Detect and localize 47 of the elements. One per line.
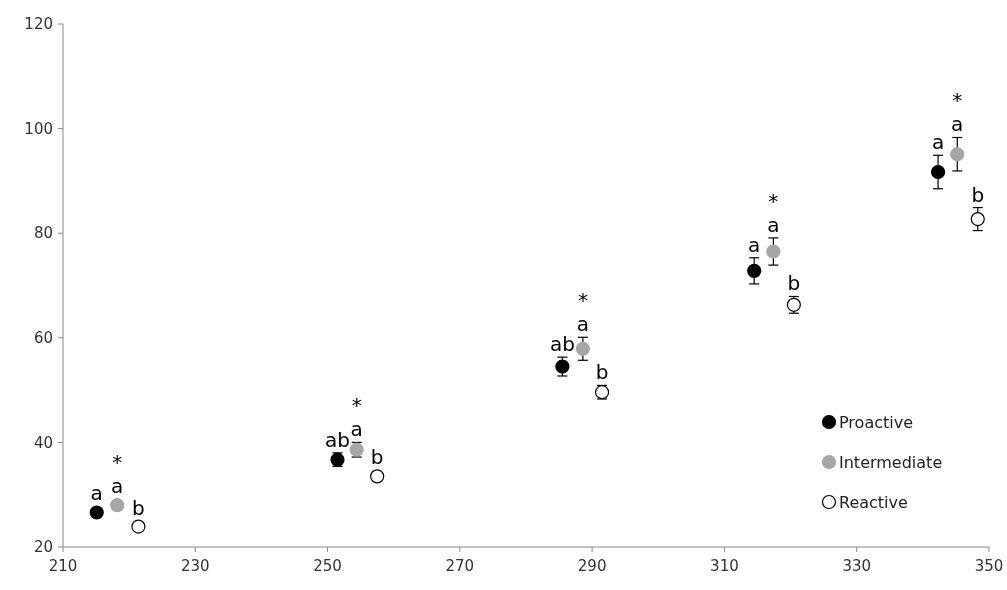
annotation: b <box>971 182 985 207</box>
annotation: a <box>951 112 964 137</box>
x-tick-label: 230 <box>180 557 210 575</box>
point <box>575 341 590 356</box>
point <box>89 505 104 520</box>
annotation: a <box>350 417 363 442</box>
annotation: ab <box>549 332 575 357</box>
x-tick-label: 350 <box>974 557 1004 575</box>
annotation: * <box>952 88 963 113</box>
x-tick-label: 330 <box>842 557 872 575</box>
annotation: ab <box>325 427 350 452</box>
annotation: a <box>931 130 945 155</box>
y-tick-label: 60 <box>33 329 53 348</box>
legend-label: Intermediate <box>839 453 943 472</box>
annotation: * <box>768 188 779 213</box>
y-tick-label: 20 <box>33 538 53 557</box>
annotation: b <box>787 271 801 296</box>
y-tick-label: 40 <box>33 433 53 452</box>
x-tick-label: 310 <box>710 557 739 575</box>
annotation: a <box>111 474 124 499</box>
point <box>930 164 946 180</box>
annotation: * <box>351 393 362 418</box>
annotation: b <box>370 445 384 470</box>
point <box>766 244 781 259</box>
point <box>970 211 985 227</box>
x-tick-label: 210 <box>48 557 78 575</box>
legend-label: Reactive <box>839 493 908 512</box>
annotation: * <box>577 288 588 313</box>
point <box>950 147 965 162</box>
annotation: * <box>112 450 123 475</box>
annotation: a <box>90 481 103 506</box>
annotation: b <box>595 360 609 385</box>
annotation: a <box>767 212 780 237</box>
x-tick-label: 250 <box>313 557 342 575</box>
annotation: a <box>576 312 590 337</box>
point <box>131 519 146 534</box>
point <box>110 498 125 513</box>
y-tick-label: 100 <box>24 119 53 138</box>
x-tick-label: 290 <box>577 557 607 575</box>
annotation: b <box>132 495 145 520</box>
legend-label: Proactive <box>839 413 914 432</box>
y-tick-label: 80 <box>33 224 53 243</box>
point <box>747 263 762 278</box>
point <box>370 469 385 484</box>
y-tick-label: 120 <box>24 15 53 34</box>
x-tick-label: 270 <box>445 557 475 575</box>
annotation: a <box>748 232 761 257</box>
